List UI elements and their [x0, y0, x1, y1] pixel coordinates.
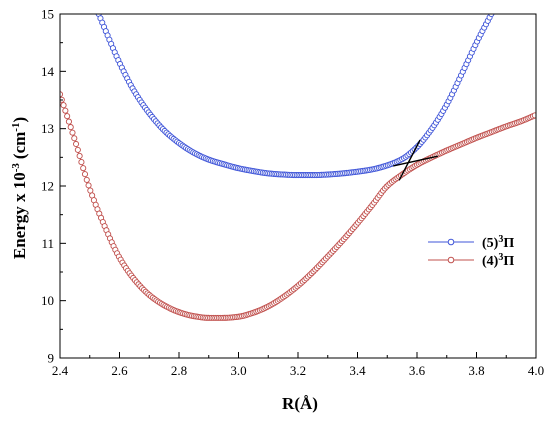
crossing-annotation-line [398, 139, 421, 181]
series-1-point [80, 165, 87, 172]
y-tick-label: 12 [41, 179, 54, 194]
legend-label-5-pi-sup: 3 [498, 234, 503, 245]
series-0 [95, 14, 495, 179]
series-1-point [69, 129, 76, 136]
y-axis-title-unit-close: ) [10, 117, 29, 123]
x-axis-title: R(Å) [282, 394, 318, 413]
series-1-point [73, 140, 80, 148]
x-tick-label: 3.6 [409, 363, 426, 378]
legend-item-4-pi: (4)3Π [428, 252, 514, 270]
x-tick-label: 2.8 [171, 363, 187, 378]
x-tick-label: 3.0 [230, 363, 246, 378]
legend: (5)3Π (4)3Π [428, 234, 514, 270]
crossing-annotation-line [393, 155, 438, 167]
series-1-point [76, 152, 83, 160]
y-axis-title: Energy x 10-3 (cm-1) [10, 117, 29, 259]
legend-label-5-pi: (5)3Π [482, 234, 514, 252]
legend-marker-5-pi [447, 238, 455, 246]
series-1-point [62, 107, 69, 114]
series-1-point [67, 124, 74, 131]
x-tick-label: 3.8 [468, 363, 484, 378]
axes-layer: 2.4 2.6 2.8 3.0 3.2 3.4 3.6 3.8 4.0 9 10 11 12 13 14 15 [41, 7, 544, 379]
legend-item-5-pi: (5)3Π [428, 234, 514, 252]
y-tick-label: 9 [48, 351, 55, 366]
series-1-point [81, 171, 89, 178]
series-1-point [87, 187, 94, 194]
legend-label-5-pi-prefix: (5) [482, 236, 499, 251]
series-1-point [64, 113, 71, 120]
plot-layer [60, 14, 536, 321]
y-axis-title-main: Energy x 10 [10, 172, 29, 259]
y-axis-title-exponent: -3 [10, 163, 22, 173]
y-tick-label: 10 [41, 293, 54, 308]
y-tick-label: 13 [41, 121, 54, 136]
x-tick-label: 3.4 [349, 363, 366, 378]
legend-label-4-pi-sup: 3 [498, 252, 503, 263]
series-1-point [60, 102, 67, 109]
y-axis-title-unit-open: (cm [10, 132, 29, 159]
x-tick-label: 2.6 [111, 363, 128, 378]
x-tick-label: 3.2 [290, 363, 306, 378]
series-line-0 [98, 14, 492, 176]
y-tick-label: 15 [41, 7, 54, 22]
legend-label-4-pi-prefix: (4) [482, 254, 499, 269]
y-axis-title-unit-exponent: -1 [10, 123, 22, 132]
series-1-point [85, 182, 92, 189]
legend-marker-4-pi [447, 256, 455, 264]
series-1-point [78, 159, 85, 166]
y-tick-label: 14 [41, 64, 55, 79]
legend-label-5-pi-symbol: Π [503, 236, 514, 251]
x-tick-label: 4.0 [528, 363, 544, 378]
y-tick-label: 11 [41, 236, 54, 251]
series-1 [60, 91, 536, 321]
legend-label-4-pi: (4)3Π [482, 252, 514, 270]
series-1-point [74, 146, 81, 153]
series-1-point [71, 135, 78, 142]
x-tick-label: 2.4 [52, 363, 69, 378]
series-1-point [65, 118, 72, 125]
legend-label-4-pi-symbol: Π [503, 254, 514, 269]
series-0-point [488, 14, 495, 18]
x-axis-title-text: R(Å) [282, 394, 318, 413]
series-1-point [83, 176, 90, 183]
series-1-point [531, 112, 536, 119]
